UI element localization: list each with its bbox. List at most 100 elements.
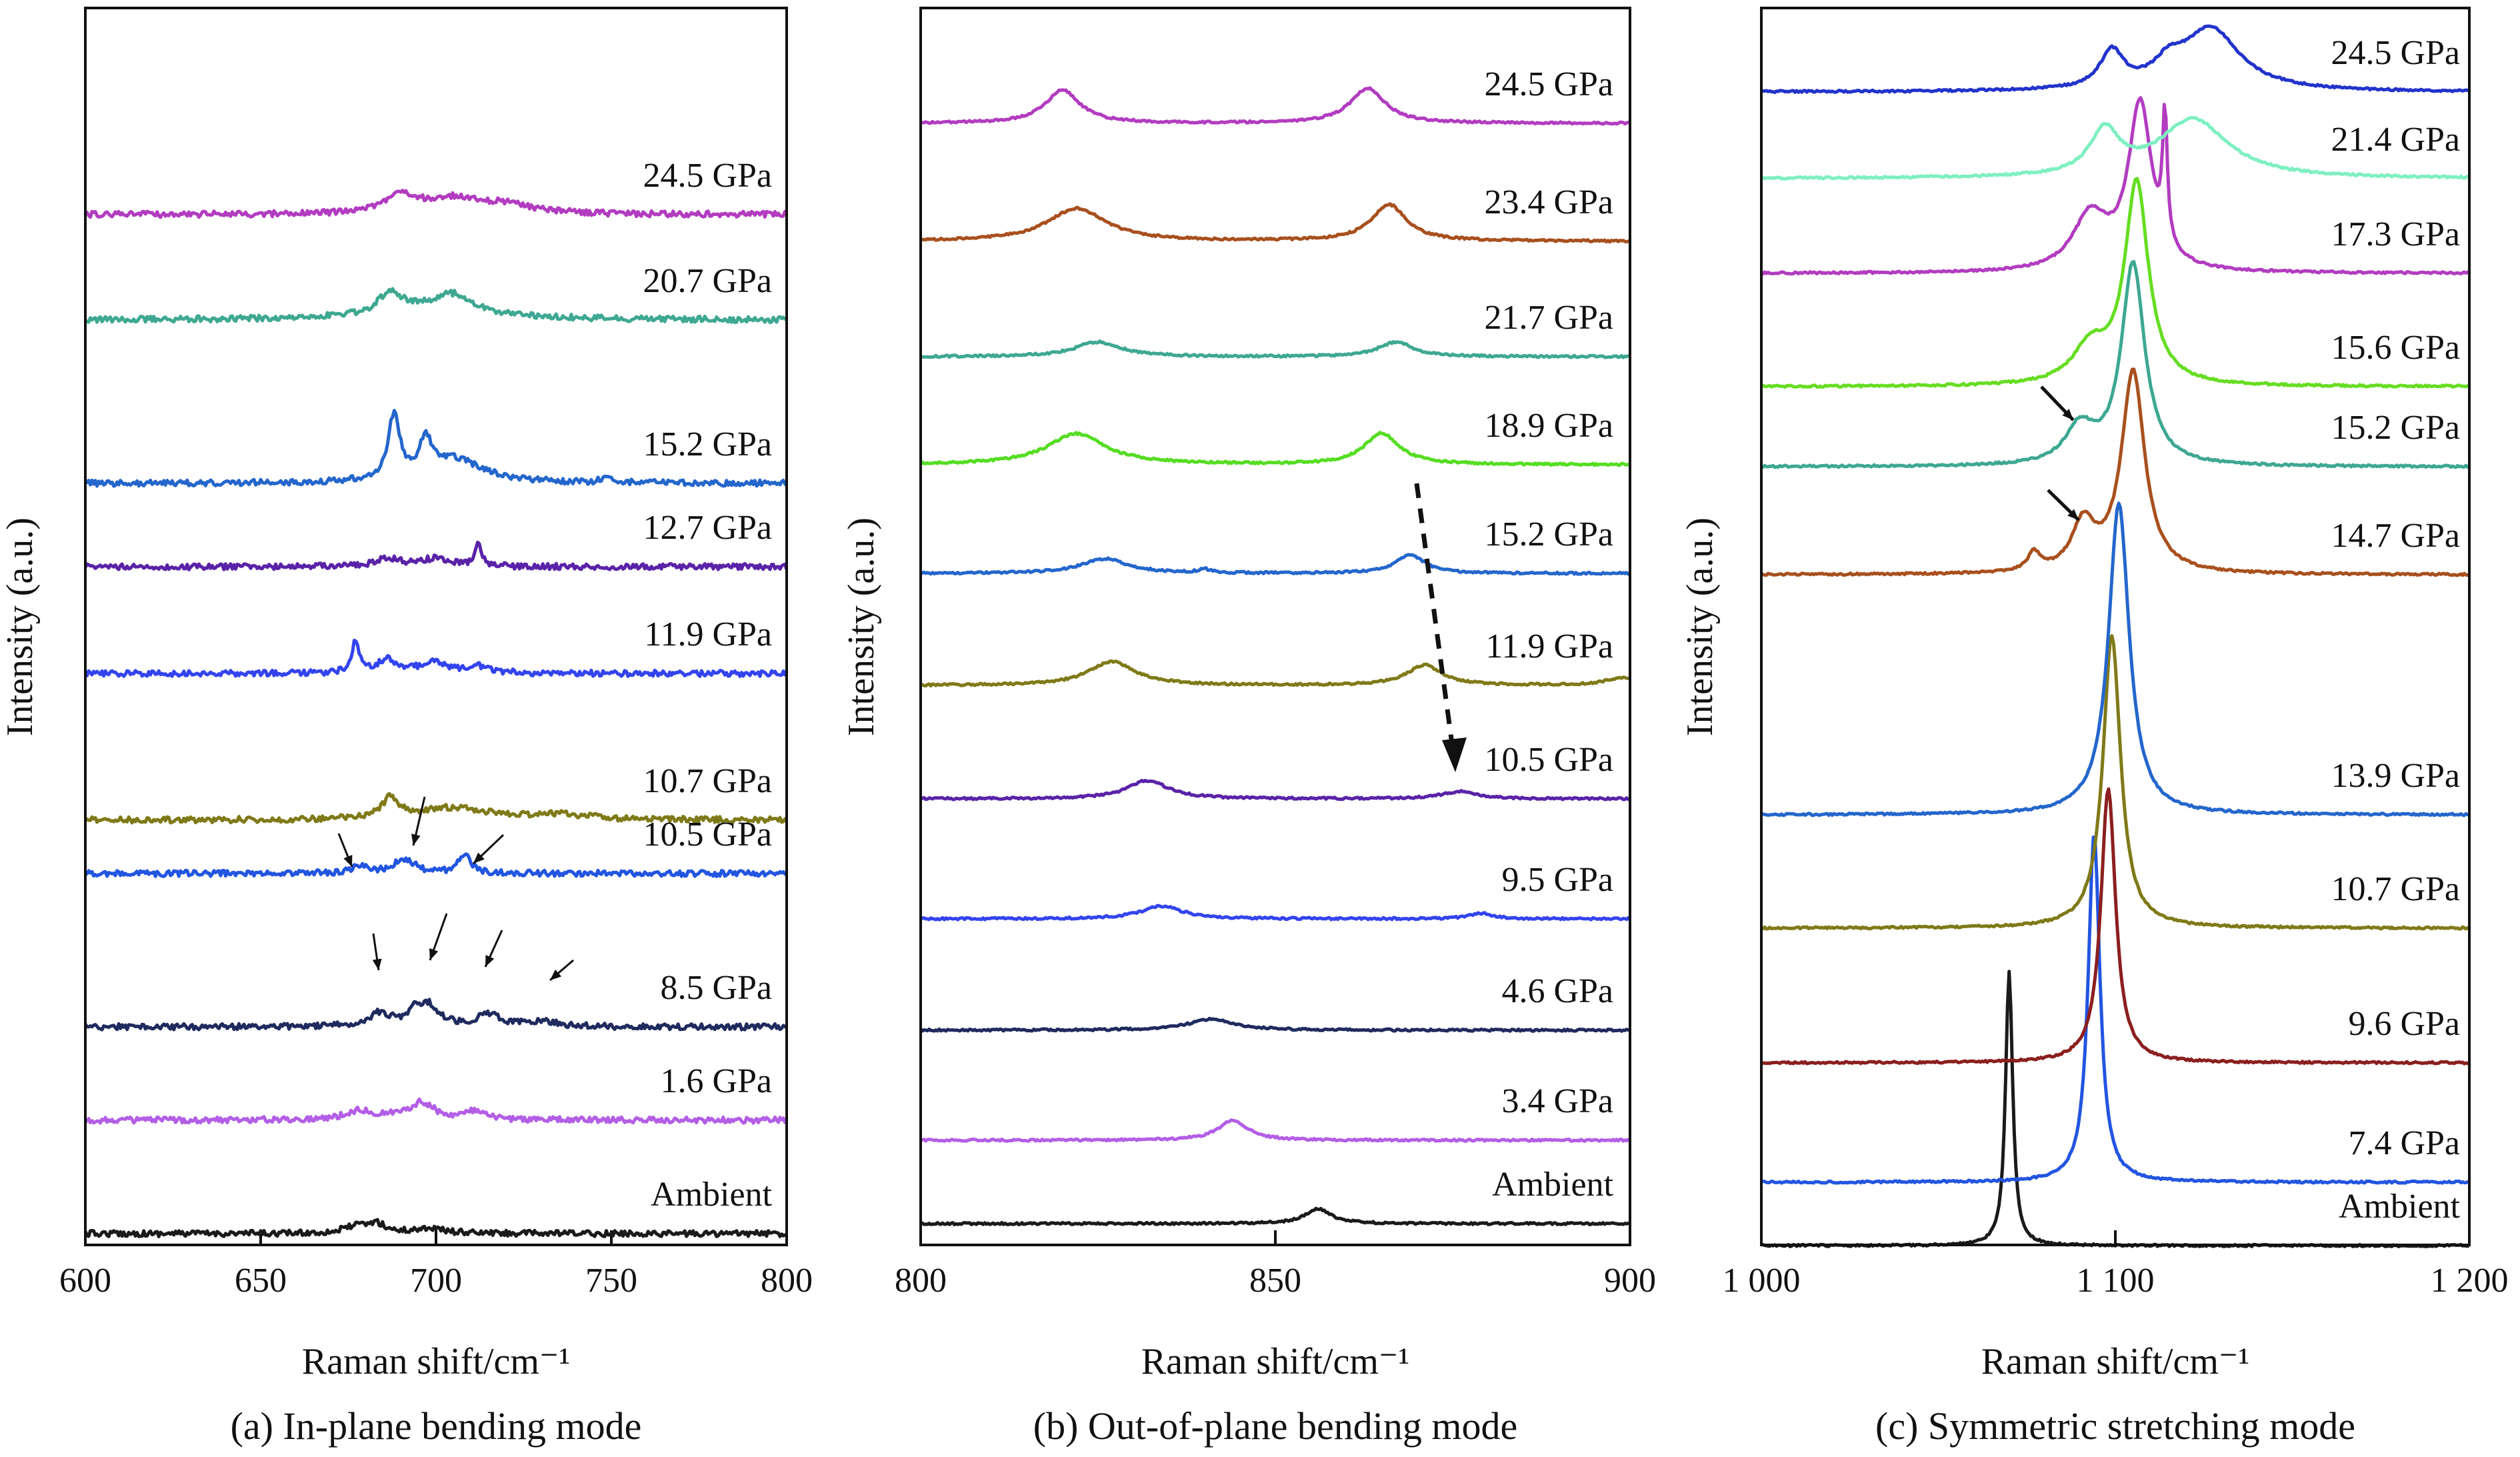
x-tick-label: 800 [761,1262,813,1300]
x-tick-label: 1 200 [2431,1262,2509,1300]
x-tick-label: 850 [1249,1262,1301,1300]
series-label: 15.2 GPa [2331,409,2460,447]
annotation-arrowhead [2067,509,2079,520]
series-label: 17.3 GPa [2331,215,2460,253]
panel-c-curves [1760,24,2471,1248]
series-label: 12.7 GPa [643,509,772,547]
series-line [1761,177,2470,389]
annotation-arrowhead [343,855,353,867]
series-line [920,659,1631,687]
series-label: 10.7 GPa [2331,870,2460,908]
series-line [83,998,788,1032]
annotation-arrowhead [2062,409,2073,420]
panel-c-xticks: 1 000 1 100 1 200 [1723,1230,2509,1300]
series-label: 21.7 GPa [1484,299,1613,337]
panel-c-arrows [2040,385,2080,521]
series-label: 15.2 GPa [1484,515,1613,553]
panel-b-series-labels: Ambient 3.4 GPa 4.6 GPa 9.5 GPa 10.5 GPa 11.9… [1484,65,1613,1204]
series-line [920,1206,1631,1226]
series-label: 24.5 GPa [2331,34,2460,72]
series-line [1761,367,2471,577]
x-tick-label: 600 [59,1262,111,1300]
panel-b-caption: (b) Out-of-plane bending mode [1033,1404,1517,1448]
series-label: Ambient [2339,1188,2461,1226]
annotation-arrowhead [429,948,439,960]
series-label: 20.7 GPa [643,262,772,300]
series-label: 7.4 GPa [2348,1124,2460,1162]
panel-out-of-plane-bending: Intensity (a.u.) 800 850 900 Ambient 3.4 GP… [841,7,1656,1448]
x-tick-label: 1 000 [1723,1262,1801,1300]
shift-trend-dashed-arrow [1414,483,1456,754]
shift-trend-arrowhead [1442,738,1467,772]
panel-c-caption: (c) Symmetric stretching mode [1875,1404,2355,1448]
series-line [920,202,1631,244]
series-line [920,778,1631,802]
series-line [1761,259,2470,469]
panel-in-plane-bending: Intensity (a.u.) 600 650 700 750 800 Ambient… [0,7,813,1448]
series-line [919,1016,1631,1033]
panel-a-curves [83,189,789,1238]
series-label: Ambient [651,1176,773,1214]
panel-a-series-labels: Ambient 1.6 GPa 8.5 GPa 10.5 GPa 10.7 GPa 11.… [643,157,772,1214]
annotation-arrowhead [411,834,421,846]
series-label: 9.6 GPa [2348,1005,2460,1043]
series-label: 9.5 GPa [1501,861,1613,899]
series-line [1761,634,2470,931]
series-line [1760,96,2471,276]
series-line [1761,787,2469,1066]
x-tick-label: 1 100 [2077,1262,2155,1300]
annotation-arrowhead [550,969,562,980]
series-label: 3.4 GPa [1501,1082,1613,1120]
series-line [84,287,788,325]
series-label: 23.4 GPa [1484,183,1613,221]
series-line [85,189,789,219]
panel-c-xlabel: Raman shift/cm⁻¹ [1981,1341,2250,1382]
panel-b-xlabel: Raman shift/cm⁻¹ [1141,1341,1410,1382]
series-line [84,792,787,825]
series-line [85,852,787,878]
panel-c-series-labels: Ambient 7.4 GPa 9.6 GPa 10.7 GPa 13.9 GPa 14.… [2331,34,2460,1226]
panel-a-arrows [337,796,574,982]
series-label: 24.5 GPa [643,157,772,195]
series-line [1760,836,2470,1185]
series-label: 18.9 GPa [1484,407,1613,445]
series-line [920,86,1631,126]
series-line [83,638,789,678]
series-line [83,540,789,571]
x-tick-label: 750 [585,1262,637,1300]
panel-b-xticks: 800 850 900 [895,1230,1656,1300]
panel-c-ylabel: Intensity (a.u.) [1679,517,1721,736]
panel-b-frame [919,7,1631,1246]
panel-b-ylabel: Intensity (a.u.) [841,517,882,736]
series-label: 11.9 GPa [644,615,772,653]
panel-c-frame [1760,7,2471,1246]
panel-a-caption: (a) In-plane bending mode [231,1404,642,1448]
series-line [84,409,788,488]
series-label: 21.4 GPa [2331,121,2460,159]
series-line [919,431,1631,467]
series-label: 10.5 GPa [1484,741,1613,779]
series-label: 11.9 GPa [1485,627,1613,665]
panel-b-arrows [1414,483,1467,772]
series-line [1760,115,2470,181]
series-label: 10.5 GPa [643,816,772,854]
series-label: 10.7 GPa [643,762,772,800]
series-line [920,553,1631,576]
panel-b-curves [919,86,1631,1226]
x-tick-label: 900 [1604,1262,1656,1300]
panel-a-xlabel: Raman shift/cm⁻¹ [302,1341,571,1382]
series-line [84,1097,789,1125]
series-label: 4.6 GPa [1501,972,1613,1010]
series-line [919,904,1631,922]
annotation-arrowhead [473,852,485,864]
annotation-arrowhead [485,955,495,967]
panel-symmetric-stretching: Intensity (a.u.) 1 000 1 100 1 200 Ambient… [1679,7,2509,1448]
series-line [83,1218,787,1238]
series-label: Ambient [1492,1166,1614,1204]
series-label: 24.5 GPa [1484,65,1613,103]
x-tick-label: 700 [410,1262,462,1300]
panel-a-frame [84,7,788,1246]
annotation-arrowhead [372,958,382,970]
series-label: 14.7 GPa [2331,517,2460,555]
